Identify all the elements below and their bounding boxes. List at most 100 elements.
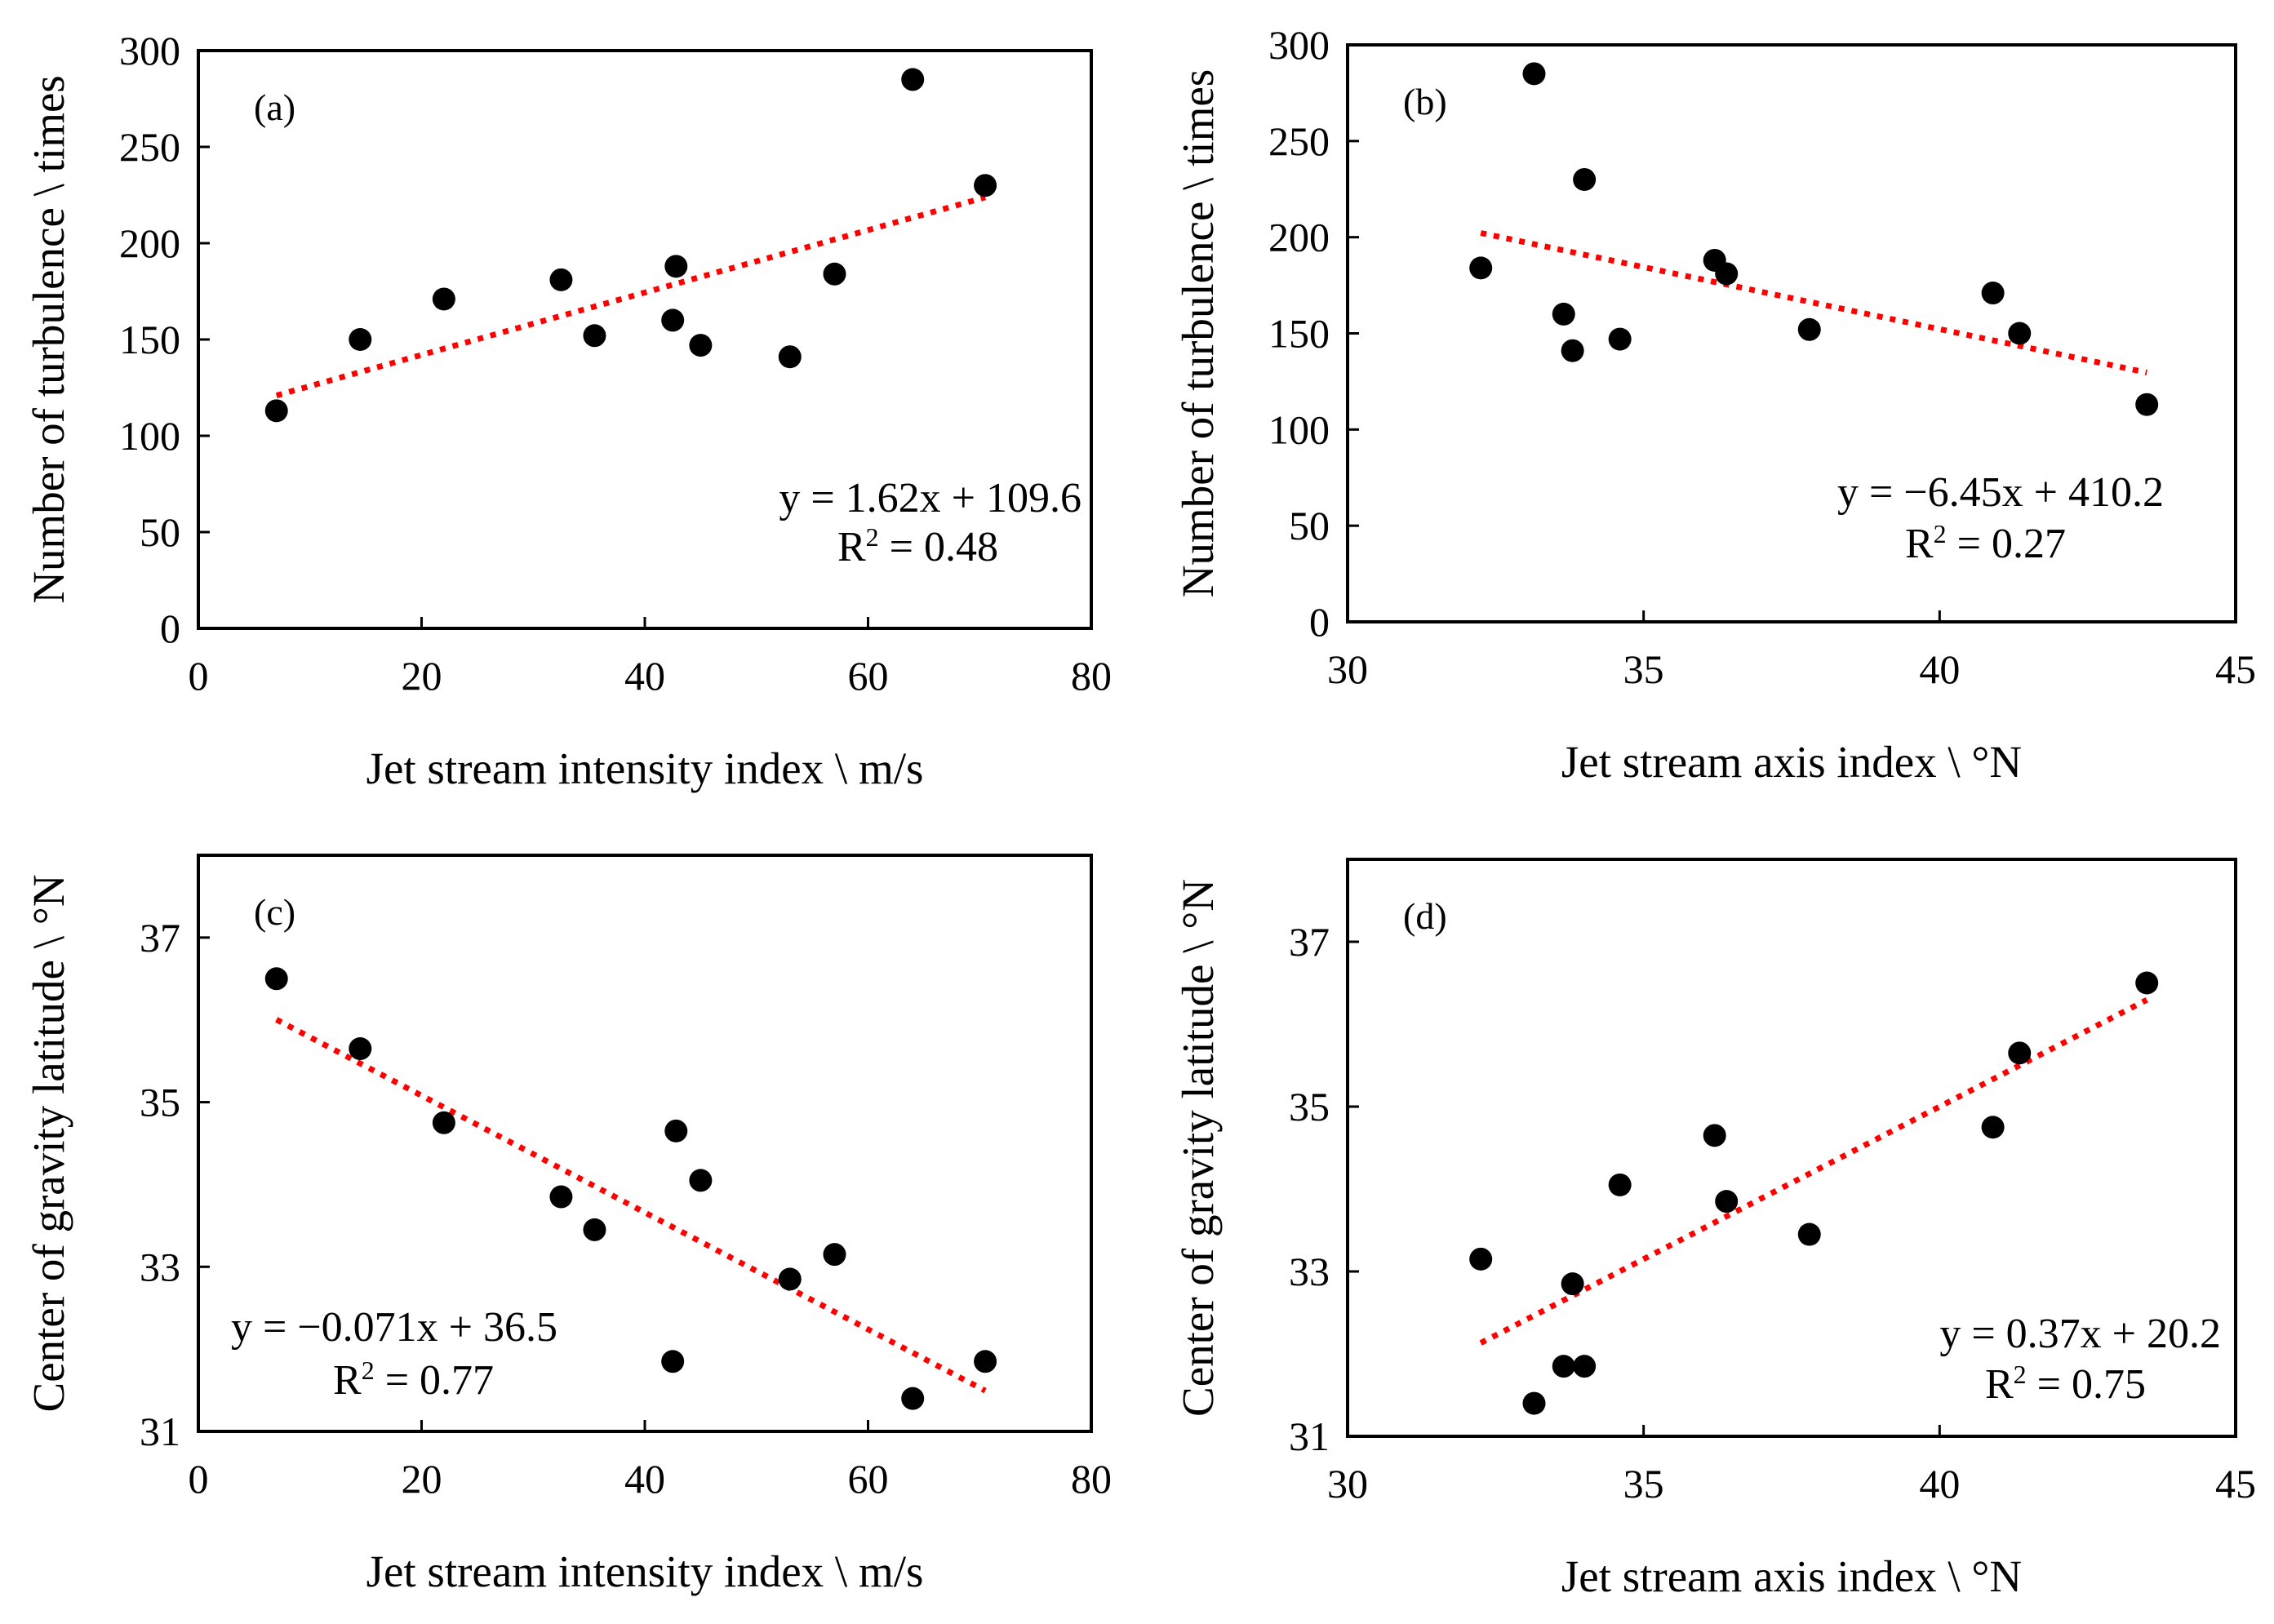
- y-tick-label: 50: [140, 509, 180, 555]
- data-point: [583, 1218, 606, 1241]
- data-point: [264, 967, 288, 991]
- data-point: [1797, 1222, 1821, 1246]
- x-tick-label: 40: [1919, 646, 1960, 692]
- x-tick-label: 20: [402, 653, 442, 699]
- data-point: [264, 399, 288, 423]
- data-point: [1561, 1272, 1584, 1296]
- x-tick-label: 35: [1623, 646, 1664, 692]
- x-tick-label: 60: [848, 653, 889, 699]
- r-squared-value: = 0.77: [375, 1357, 494, 1404]
- trendline: [275, 194, 987, 398]
- data-point: [1469, 1247, 1493, 1271]
- y-tick-label: 35: [1289, 1084, 1330, 1129]
- data-point: [661, 308, 685, 332]
- data-point: [349, 1037, 372, 1061]
- r-squared-value: = 0.48: [879, 524, 998, 570]
- x-tick-label: 30: [1327, 1461, 1368, 1506]
- data-point: [432, 287, 455, 311]
- x-axis-label: Jet stream intensity index \ m/s: [366, 1546, 924, 1596]
- panel-label: (c): [254, 891, 295, 933]
- x-tick-label: 40: [624, 1456, 665, 1502]
- data-point: [1561, 339, 1584, 362]
- panel-b: 30 35 40 45 0 50 100 150 200 250 300 Jet stream axi…: [1173, 22, 2256, 787]
- panel-label: (a): [254, 87, 295, 128]
- data-point: [1797, 317, 1821, 341]
- data-point: [1552, 302, 1575, 326]
- panel-a: 0 20 40 60 80 0 50 100 150 200 250 300 Jet stream in…: [24, 28, 1112, 793]
- regression-equation: y = −6.45x + 410.2: [1837, 469, 2164, 516]
- panel-label: (b): [1403, 81, 1447, 122]
- data-point: [974, 174, 997, 197]
- x-tick-label: 45: [2215, 1461, 2256, 1506]
- y-tick-label: 31: [1289, 1413, 1330, 1459]
- y-tick-label: 250: [1268, 118, 1330, 164]
- plot-frame: [1346, 858, 2237, 1438]
- regression-equation: y = −0.071x + 36.5: [231, 1304, 557, 1351]
- trendline: [1480, 230, 2147, 375]
- regression-equation: y = 1.62x + 109.6: [779, 475, 1081, 521]
- data-point: [778, 1267, 802, 1291]
- x-tick-label: 40: [624, 653, 665, 699]
- data-point: [1981, 1116, 2005, 1139]
- x-tick-label: 60: [848, 1456, 889, 1502]
- data-point: [1608, 327, 1632, 351]
- data-point: [1522, 62, 1546, 86]
- data-point: [778, 345, 802, 369]
- x-tick-label: 80: [1071, 653, 1112, 699]
- y-tick-label: 0: [1309, 599, 1330, 645]
- data-point: [689, 334, 713, 357]
- x-tick-label: 80: [1071, 1456, 1112, 1502]
- panel-label: (d): [1403, 895, 1447, 937]
- x-tick-label: 35: [1623, 1461, 1664, 1506]
- y-tick-label: 35: [140, 1080, 180, 1125]
- y-tick-label: 33: [1289, 1249, 1330, 1294]
- data-point: [664, 1119, 688, 1143]
- r-squared-superscript: 2: [1934, 519, 1947, 548]
- y-axis-label: Center of gravity latitude \ °N: [1173, 879, 1223, 1417]
- regression-equation: y = 0.37x + 20.2: [1939, 1311, 2221, 1357]
- y-tick-label: 33: [140, 1244, 180, 1289]
- r-squared: R2 = 0.27: [1905, 519, 2066, 567]
- data-point: [1608, 1173, 1632, 1196]
- data-point: [974, 1350, 997, 1373]
- data-point: [549, 268, 573, 291]
- data-point: [901, 68, 925, 91]
- x-tick-label: 30: [1327, 646, 1368, 692]
- data-point: [1573, 167, 1597, 191]
- data-point: [432, 1111, 455, 1134]
- r-squared-label: R: [333, 1357, 362, 1404]
- y-tick-label: 250: [119, 124, 180, 170]
- data-point: [2008, 1041, 2032, 1065]
- x-tick-label: 0: [189, 653, 209, 699]
- y-tick-label: 150: [119, 317, 180, 362]
- data-point: [1573, 1355, 1597, 1378]
- y-tick-label: 300: [1268, 22, 1330, 68]
- y-tick-label: 37: [1289, 919, 1330, 965]
- data-point: [1703, 1124, 1726, 1147]
- data-point: [1469, 256, 1493, 280]
- data-point: [1715, 1190, 1739, 1214]
- r-squared-value: = 0.75: [2027, 1361, 2146, 1408]
- x-axis-label: Jet stream axis index \ °N: [1561, 1551, 2022, 1601]
- r-squared-label: R: [837, 524, 866, 570]
- data-point: [664, 255, 688, 278]
- r-squared-superscript: 2: [2014, 1360, 2027, 1389]
- data-point: [1552, 1355, 1575, 1378]
- data-point: [823, 262, 846, 286]
- data-point: [2135, 971, 2159, 995]
- y-tick-label: 31: [140, 1409, 180, 1454]
- data-point: [689, 1169, 713, 1192]
- x-axis-label: Jet stream axis index \ °N: [1561, 737, 2022, 787]
- y-tick-label: 0: [160, 606, 180, 651]
- x-axis-label: Jet stream intensity index \ m/s: [366, 743, 924, 793]
- data-point: [1715, 262, 1739, 286]
- r-squared-superscript: 2: [866, 522, 879, 552]
- plot-frame: [1346, 43, 2237, 623]
- r-squared: R2 = 0.77: [333, 1356, 494, 1404]
- r-squared: R2 = 0.75: [1985, 1360, 2146, 1408]
- data-point: [349, 328, 372, 351]
- y-tick-label: 50: [1289, 503, 1330, 548]
- data-point: [2135, 393, 2159, 416]
- trendline: [275, 1017, 987, 1394]
